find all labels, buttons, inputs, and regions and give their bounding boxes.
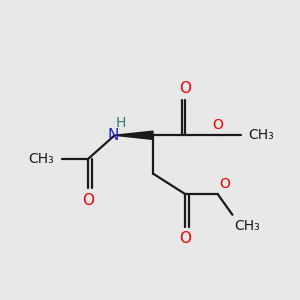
Text: O: O bbox=[212, 118, 223, 132]
Polygon shape bbox=[115, 131, 153, 140]
Text: H: H bbox=[116, 116, 126, 130]
Text: O: O bbox=[179, 80, 191, 95]
Text: O: O bbox=[82, 193, 94, 208]
Text: CH₃: CH₃ bbox=[249, 128, 274, 142]
Text: O: O bbox=[219, 177, 230, 190]
Text: CH₃: CH₃ bbox=[28, 152, 54, 166]
Text: N: N bbox=[107, 128, 119, 143]
Text: CH₃: CH₃ bbox=[234, 219, 260, 233]
Text: O: O bbox=[179, 231, 191, 246]
